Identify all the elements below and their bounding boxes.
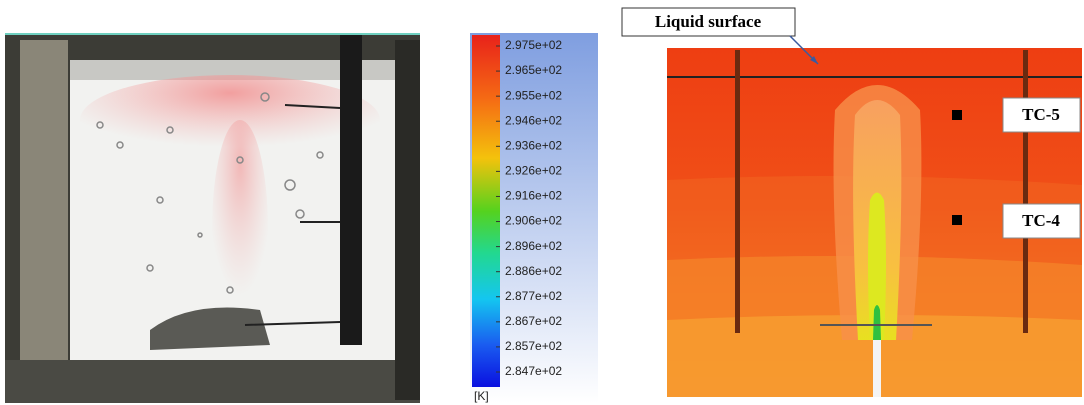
colorbar-label: 2.975e+02 (505, 38, 562, 52)
colorbar-label: 2.847e+02 (505, 364, 562, 378)
colorbar-label: 2.936e+02 (505, 138, 562, 152)
colorbar-label: 2.926e+02 (505, 164, 562, 178)
colorbar-gradient (472, 35, 500, 387)
surface-label: Liquid surface (655, 12, 762, 31)
colorbar-label: 2.906e+02 (505, 214, 562, 228)
colorbar-label: 2.886e+02 (505, 264, 562, 278)
colorbar-label: 2.946e+02 (505, 113, 562, 127)
colorbar-label: 2.916e+02 (505, 189, 562, 203)
colorbar-label: 2.857e+02 (505, 339, 562, 353)
colorbar-label: 2.955e+02 (505, 88, 562, 102)
colorbar-label: 2.965e+02 (505, 63, 562, 77)
photo (5, 33, 420, 403)
colorbar-unit: [K] (474, 389, 489, 403)
sensor-label: TC-5 (1022, 105, 1060, 124)
contour: TC-5 TC-4 Liquid surface (621, 7, 1082, 397)
colorbar: [K] (470, 33, 598, 403)
colorbar-label: 2.896e+02 (505, 239, 562, 253)
colorbar-label: 2.867e+02 (505, 314, 562, 328)
sensor-label: TC-4 (1022, 211, 1060, 230)
colorbar-label: 2.877e+02 (505, 289, 562, 303)
